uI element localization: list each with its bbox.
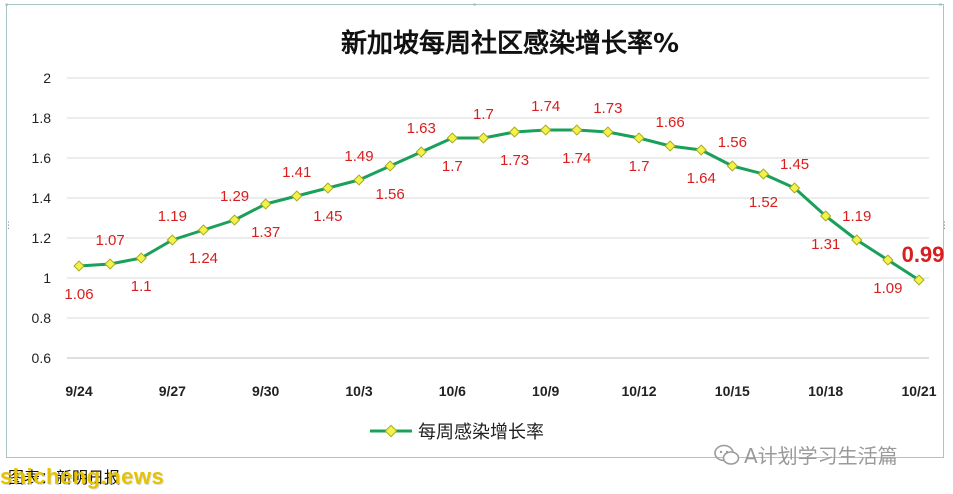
resize-handle-tl[interactable]: ◦ — [4, 1, 10, 11]
data-label: 1.7 — [473, 106, 494, 123]
data-point — [135, 252, 147, 264]
y-tick-label: 1 — [43, 270, 51, 286]
legend-label: 每周感染增长率 — [418, 422, 544, 443]
data-label: 1.49 — [344, 148, 373, 165]
x-tick-label: 10/9 — [532, 383, 559, 399]
data-label: 1.7 — [442, 158, 463, 175]
resize-handle-tr[interactable]: ◦ — [938, 1, 944, 11]
chart-title: 新加坡每周社区感染增长率% — [341, 28, 679, 59]
data-label: 1.74 — [531, 98, 560, 115]
data-point — [260, 198, 272, 210]
data-point — [166, 234, 178, 246]
wechat-icon — [714, 444, 740, 466]
x-tick-label: 10/6 — [439, 383, 466, 399]
data-point — [602, 126, 614, 138]
y-tick-label: 0.6 — [32, 350, 52, 366]
chart-frame — [6, 4, 944, 458]
x-tick-label: 10/18 — [808, 383, 843, 399]
resize-handle-top[interactable]: ◦ — [472, 1, 478, 11]
x-tick-label: 9/30 — [252, 383, 279, 399]
data-label: 1.37 — [251, 224, 280, 241]
data-label: 1.45 — [780, 156, 809, 173]
x-tick-label: 10/21 — [901, 383, 936, 399]
data-label: 1.7 — [629, 158, 650, 175]
y-tick-label: 1.4 — [32, 190, 52, 206]
resize-handle-right[interactable]: ⋮ — [940, 221, 949, 231]
data-label: 1.09 — [873, 280, 902, 297]
data-point — [882, 254, 894, 266]
data-point — [664, 140, 676, 152]
data-point — [104, 258, 116, 270]
data-label: 1.31 — [811, 236, 840, 253]
data-label: 1.56 — [376, 186, 405, 203]
data-label: 1.19 — [158, 208, 187, 225]
y-tick-label: 1.2 — [32, 230, 52, 246]
series-line — [78, 128, 920, 282]
data-label: 1.1 — [131, 278, 152, 295]
data-point — [446, 132, 458, 144]
footer-caption: 图表：新明日报 — [8, 468, 121, 487]
wechat-account-name: A计划学习生活篇 — [744, 444, 898, 468]
data-label: 1.73 — [593, 100, 622, 117]
x-tick-label: 10/3 — [345, 383, 372, 399]
data-point — [788, 182, 801, 194]
data-point — [820, 210, 832, 222]
data-label: 1.56 — [718, 134, 747, 151]
chart-legend: 每周感染增长率 — [370, 422, 544, 443]
data-point — [228, 214, 241, 226]
data-label: 1.63 — [407, 120, 436, 137]
data-label: 1.73 — [500, 152, 529, 169]
x-tick-label: 9/24 — [65, 383, 92, 399]
data-point — [695, 144, 707, 156]
data-label: 1.19 — [842, 208, 871, 225]
data-point — [757, 168, 770, 180]
site-watermark: shicheng.news — [0, 464, 165, 489]
data-point — [291, 190, 303, 202]
x-tick-label: 10/15 — [715, 383, 750, 399]
data-point — [571, 124, 583, 136]
y-tick-label: 1.6 — [32, 150, 52, 166]
data-label: 1.29 — [220, 188, 249, 205]
data-label: 1.64 — [687, 170, 716, 187]
data-label: 1.66 — [656, 114, 685, 131]
x-tick-label: 10/12 — [621, 383, 656, 399]
y-tick-label: 0.8 — [32, 310, 52, 326]
data-point — [384, 160, 396, 172]
data-label: 1.06 — [64, 286, 93, 303]
wechat-account: A计划学习生活篇 — [714, 440, 898, 469]
y-tick-label: 2 — [43, 70, 51, 86]
data-point — [73, 260, 85, 272]
data-point — [415, 146, 427, 158]
data-point — [322, 182, 334, 194]
y-tick-label: 1.8 — [32, 110, 52, 126]
data-point — [353, 174, 365, 186]
data-point — [633, 132, 645, 144]
data-label: 1.74 — [562, 150, 591, 167]
data-label: 0.99 — [902, 242, 945, 267]
data-point — [913, 274, 925, 286]
data-label: 1.24 — [189, 250, 218, 267]
data-point — [197, 224, 210, 236]
data-label: 1.07 — [96, 232, 125, 249]
x-tick-label: 9/27 — [159, 383, 186, 399]
data-label: 1.45 — [313, 208, 342, 225]
data-point — [726, 160, 738, 172]
data-point — [477, 132, 490, 144]
data-point — [851, 234, 863, 246]
data-point — [508, 126, 521, 138]
data-label: 1.41 — [282, 164, 311, 181]
resize-handle-left[interactable]: ⋮ — [4, 221, 13, 231]
data-point — [540, 124, 552, 136]
data-label: 1.52 — [749, 194, 778, 211]
